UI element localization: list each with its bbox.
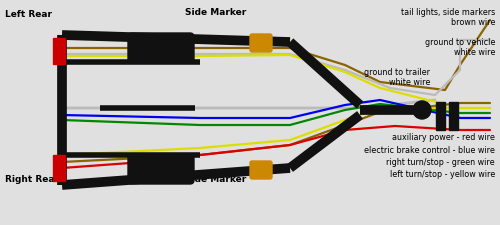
- Text: auxiliary power - red wire: auxiliary power - red wire: [392, 133, 495, 142]
- FancyBboxPatch shape: [128, 33, 194, 63]
- Bar: [53, 155, 65, 181]
- Text: ground to trailer
white wire: ground to trailer white wire: [364, 68, 430, 87]
- Text: ground to vehicle
white wire: ground to vehicle white wire: [424, 38, 495, 57]
- FancyBboxPatch shape: [128, 154, 194, 184]
- Text: tail lights, side markers
brown wire: tail lights, side markers brown wire: [401, 8, 495, 27]
- Text: right turn/stop - green wire: right turn/stop - green wire: [386, 158, 495, 167]
- Bar: [53, 38, 65, 64]
- Bar: [449, 102, 458, 130]
- Circle shape: [413, 101, 431, 119]
- FancyBboxPatch shape: [250, 34, 272, 52]
- Text: Side Marker: Side Marker: [185, 175, 246, 184]
- Bar: [436, 102, 445, 130]
- Text: Right Rear: Right Rear: [5, 175, 59, 184]
- Text: Left Rear: Left Rear: [5, 10, 52, 19]
- Text: Side Marker: Side Marker: [185, 8, 246, 17]
- FancyBboxPatch shape: [250, 161, 272, 179]
- Text: left turn/stop - yellow wire: left turn/stop - yellow wire: [390, 170, 495, 179]
- Text: electric brake control - blue wire: electric brake control - blue wire: [364, 146, 495, 155]
